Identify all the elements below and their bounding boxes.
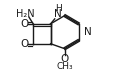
- Text: CH₃: CH₃: [56, 62, 73, 71]
- Text: H: H: [55, 4, 61, 13]
- Text: N: N: [84, 27, 91, 37]
- Text: O: O: [20, 19, 28, 29]
- Text: O: O: [60, 54, 69, 64]
- Text: N: N: [54, 9, 62, 19]
- Text: H₂N: H₂N: [16, 9, 35, 19]
- Text: O: O: [20, 39, 28, 49]
